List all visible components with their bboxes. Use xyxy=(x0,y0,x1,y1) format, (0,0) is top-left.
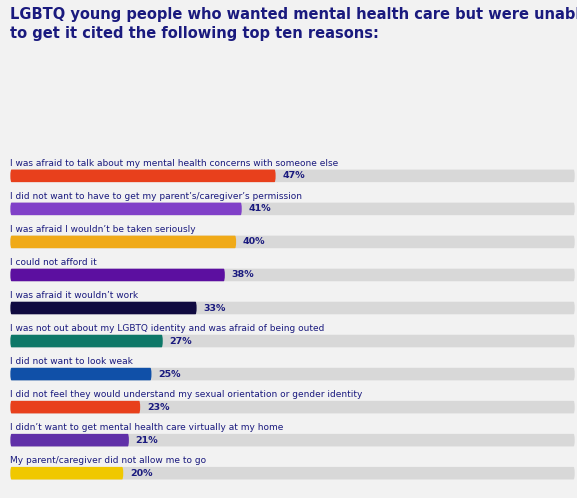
FancyBboxPatch shape xyxy=(10,368,575,380)
Text: LGBTQ young people who wanted mental health care but were unable
to get it cited: LGBTQ young people who wanted mental hea… xyxy=(10,7,577,41)
FancyBboxPatch shape xyxy=(10,434,129,446)
FancyBboxPatch shape xyxy=(10,467,123,480)
Text: My parent/caregiver did not allow me to go: My parent/caregiver did not allow me to … xyxy=(10,456,207,465)
Text: 21%: 21% xyxy=(136,436,158,445)
Text: 33%: 33% xyxy=(203,303,226,313)
Text: I didn’t want to get mental health care virtually at my home: I didn’t want to get mental health care … xyxy=(10,423,284,432)
FancyBboxPatch shape xyxy=(10,434,575,446)
FancyBboxPatch shape xyxy=(10,335,163,347)
Text: 25%: 25% xyxy=(158,370,181,378)
FancyBboxPatch shape xyxy=(10,236,236,248)
FancyBboxPatch shape xyxy=(10,302,575,314)
Text: I was afraid to talk about my mental health concerns with someone else: I was afraid to talk about my mental hea… xyxy=(10,159,339,168)
FancyBboxPatch shape xyxy=(10,170,575,182)
FancyBboxPatch shape xyxy=(10,401,575,413)
FancyBboxPatch shape xyxy=(10,170,276,182)
Text: I did not want to look weak: I did not want to look weak xyxy=(10,357,133,366)
FancyBboxPatch shape xyxy=(10,203,242,215)
FancyBboxPatch shape xyxy=(10,203,575,215)
FancyBboxPatch shape xyxy=(10,269,575,281)
Text: I was afraid it wouldn’t work: I was afraid it wouldn’t work xyxy=(10,291,138,300)
Text: 40%: 40% xyxy=(243,238,265,247)
Text: 20%: 20% xyxy=(130,469,152,478)
FancyBboxPatch shape xyxy=(10,401,140,413)
Text: 23%: 23% xyxy=(147,402,170,412)
Text: I was not out about my LGBTQ identity and was afraid of being outed: I was not out about my LGBTQ identity an… xyxy=(10,324,325,333)
FancyBboxPatch shape xyxy=(10,302,197,314)
Text: I could not afford it: I could not afford it xyxy=(10,258,97,267)
Text: 41%: 41% xyxy=(249,204,271,213)
FancyBboxPatch shape xyxy=(10,335,575,347)
Text: 47%: 47% xyxy=(282,171,305,180)
Text: 27%: 27% xyxy=(170,337,192,346)
FancyBboxPatch shape xyxy=(10,269,225,281)
Text: I did not want to have to get my parent’s/caregiver’s permission: I did not want to have to get my parent’… xyxy=(10,192,302,201)
Text: 38%: 38% xyxy=(231,270,254,279)
FancyBboxPatch shape xyxy=(10,368,151,380)
FancyBboxPatch shape xyxy=(10,236,575,248)
Text: I did not feel they would understand my sexual orientation or gender identity: I did not feel they would understand my … xyxy=(10,390,363,399)
Text: I was afraid I wouldn’t be taken seriously: I was afraid I wouldn’t be taken serious… xyxy=(10,225,196,234)
FancyBboxPatch shape xyxy=(10,467,575,480)
